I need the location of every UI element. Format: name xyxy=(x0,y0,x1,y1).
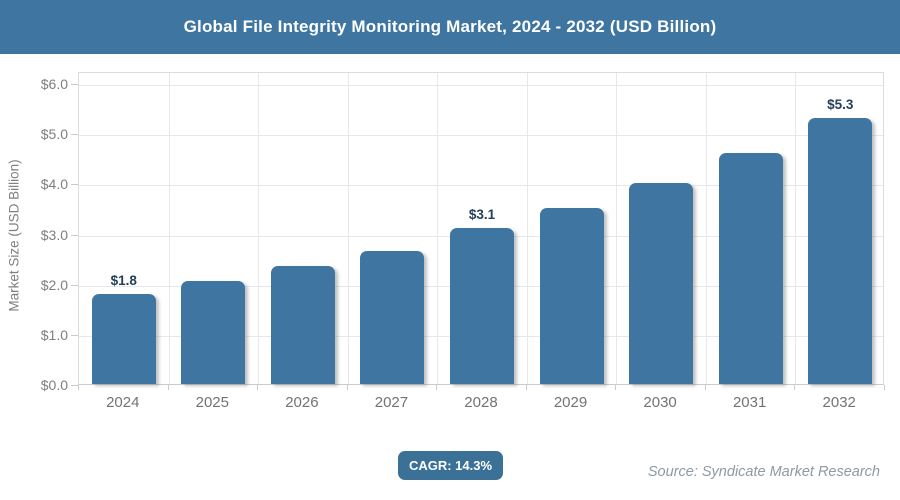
cagr-badge-label: CAGR: 14.3% xyxy=(408,458,493,473)
gridline-h xyxy=(79,135,883,137)
x-axis-tick xyxy=(525,385,527,390)
source-attribution: Source: Syndicate Market Research xyxy=(647,464,880,480)
x-axis-tick xyxy=(78,385,79,390)
x-axis-tick xyxy=(794,385,796,390)
x-axis-tick-label-2031: 2031 xyxy=(732,394,767,411)
y-axis-tick-label: $3.0 xyxy=(40,226,68,243)
gridline-h xyxy=(79,185,883,187)
bar-2026 xyxy=(270,266,335,384)
chart-title: Global File Integrity Monitoring Market,… xyxy=(183,17,717,36)
y-axis-tick xyxy=(71,234,78,236)
x-axis-tick xyxy=(436,385,438,390)
gridline-v xyxy=(347,73,349,384)
y-axis-tick xyxy=(71,134,78,136)
y-axis-tick-label: $0.0 xyxy=(40,377,68,393)
gridline-v xyxy=(168,73,170,384)
x-axis-tick-label-2027: 2027 xyxy=(374,394,409,411)
bar-2024 xyxy=(91,293,156,384)
gridline-v xyxy=(437,73,439,384)
plot-area: $1.8 $3.1 $5.3 xyxy=(78,72,884,385)
bar-2032 xyxy=(808,118,873,384)
x-axis-tick-label-2024: 2024 xyxy=(106,394,140,411)
gridline-h xyxy=(79,85,883,86)
y-axis-tick-label: $6.0 xyxy=(40,76,68,92)
x-axis-tick-label-2030: 2030 xyxy=(643,394,677,411)
bar-2029 xyxy=(539,208,604,384)
bar-2031 xyxy=(718,153,783,384)
x-axis-tick-label-2029: 2029 xyxy=(553,394,588,411)
bar-2028 xyxy=(450,228,514,384)
y-axis-tick xyxy=(71,84,78,85)
y-axis-tick xyxy=(71,184,78,186)
y-axis-tick-label: $5.0 xyxy=(40,126,68,143)
bar-value-label-2024: $1.8 xyxy=(110,272,137,288)
gridline-v xyxy=(795,73,797,384)
gridline-v xyxy=(616,73,618,384)
x-axis-tick xyxy=(615,385,617,390)
bar-value-label-2028: $3.1 xyxy=(468,207,496,223)
x-axis-tick-label-2028: 2028 xyxy=(464,394,498,411)
x-axis-tick xyxy=(167,385,169,390)
y-axis-tick-label: $4.0 xyxy=(40,176,68,193)
bar-2025 xyxy=(181,281,246,384)
chart-title-bar: Global File Integrity Monitoring Market,… xyxy=(0,0,900,54)
bar-2027 xyxy=(360,251,425,384)
bar-2030 xyxy=(629,183,694,384)
x-axis-tick xyxy=(704,385,706,390)
y-axis-tick xyxy=(71,334,78,336)
gridline-v xyxy=(705,73,707,384)
y-axis-tick xyxy=(71,385,78,386)
cagr-badge: CAGR: 14.3% xyxy=(398,451,503,480)
x-axis-tick-label-2032: 2032 xyxy=(822,394,856,411)
x-axis-tick-label-2025: 2025 xyxy=(195,394,229,411)
gridline-v xyxy=(526,73,528,384)
x-axis-tick xyxy=(346,385,348,390)
y-axis-tick-label: $1.0 xyxy=(40,326,68,343)
x-axis-tick xyxy=(257,385,259,390)
y-axis-tick-label: $2.0 xyxy=(40,276,68,293)
gridline-v xyxy=(258,73,260,384)
y-axis-tick xyxy=(71,284,78,286)
x-axis-tick-label-2026: 2026 xyxy=(285,394,319,411)
bar-value-label-2032: $5.3 xyxy=(827,97,854,113)
x-axis-tick xyxy=(884,385,885,390)
